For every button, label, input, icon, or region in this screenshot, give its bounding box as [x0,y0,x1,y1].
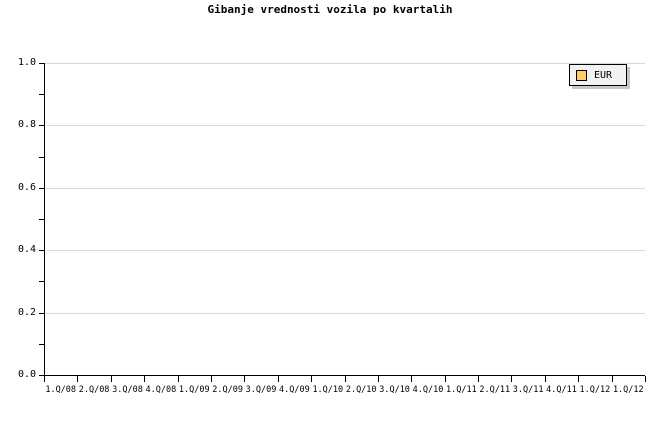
x-axis-tick [411,376,412,382]
x-axis-tick [244,376,245,382]
y-axis-tick-major [39,63,44,64]
x-axis-tick-label: 1.Q/11 [446,385,477,395]
x-axis-tick-label: 2.Q/09 [212,385,243,395]
x-axis-tick-label: 3.Q/09 [245,385,277,395]
legend-item-eur[interactable]: EUR [570,65,626,85]
x-axis-tick-label: 3.Q/08 [112,385,143,395]
gridline [44,125,645,127]
y-axis-tick-label: 0.4 [17,244,36,256]
y-axis-tick-major [39,250,44,252]
legend[interactable]: EUR [569,64,627,86]
x-axis-tick [612,376,613,382]
x-axis-tick [211,376,212,382]
x-axis-tick-label: 1.Q/12 [612,385,644,395]
y-axis-tick-label: 0.6 [17,181,36,193]
y-axis-tick-minor [39,94,44,96]
x-axis-tick-label: 3.Q/11 [512,385,544,395]
y-axis-tick-minor [39,219,44,220]
x-axis-tick [311,376,312,382]
x-axis-tick-label: 4.Q/10 [412,385,444,395]
x-axis-tick [478,376,479,382]
y-axis-tick-major [39,125,44,127]
x-axis-tick-label: 1.Q/08 [45,385,77,395]
x-axis-tick-label: 1.Q/12 [579,385,611,395]
x-axis-tick [445,376,446,382]
x-axis-tick-label: 4.Q/08 [145,385,177,395]
y-axis-tick-major [39,375,44,376]
x-axis-tick [645,376,646,382]
y-axis-tick-label: 0.8 [17,119,36,131]
x-axis-tick-label: 1.Q/09 [178,385,210,395]
x-axis-tick-label: 4.Q/09 [279,385,310,395]
x-axis-tick-label: 2.Q/08 [78,385,110,395]
gridline [44,187,645,189]
x-axis-tick-label: 2.Q/10 [345,385,377,395]
plot-area [44,63,645,375]
plot-background [44,63,645,375]
x-axis-tick [545,376,546,382]
legend-color-swatch-icon [576,69,587,81]
gridline [44,250,645,252]
x-axis-line [44,375,645,376]
legend-item-label: EUR [594,69,613,81]
gridline [44,312,645,314]
y-axis-tick-label: 1.0 [17,57,36,68]
x-axis-tick [278,376,279,382]
y-axis-tick-label: 0.0 [17,369,36,380]
y-axis-tick-major [39,312,44,314]
x-axis-tick [144,376,145,382]
x-axis-tick [378,376,379,382]
gridline [44,63,645,64]
y-axis-tick-minor [39,281,44,283]
x-axis-tick-label: 3.Q/10 [379,385,410,395]
x-axis-tick-label: 1.Q/10 [312,385,344,395]
x-axis-tick [178,376,179,382]
chart-title: Gibanje vrednosti vozila po kvartalih [207,3,453,16]
x-axis-tick-label: 4.Q/11 [546,385,577,395]
x-axis-tick [44,376,45,382]
x-axis-tick [77,376,78,382]
y-axis-tick-minor [39,156,44,158]
x-axis-tick [345,376,346,382]
y-axis-tick-major [39,187,44,189]
x-axis-tick [111,376,112,382]
x-axis-tick-label: 2.Q/11 [479,385,511,395]
y-axis-line [44,63,45,376]
y-axis-tick-minor [39,343,44,345]
x-axis-tick [578,376,579,382]
y-axis-tick-label: 0.2 [17,306,36,318]
x-axis-tick [511,376,512,382]
